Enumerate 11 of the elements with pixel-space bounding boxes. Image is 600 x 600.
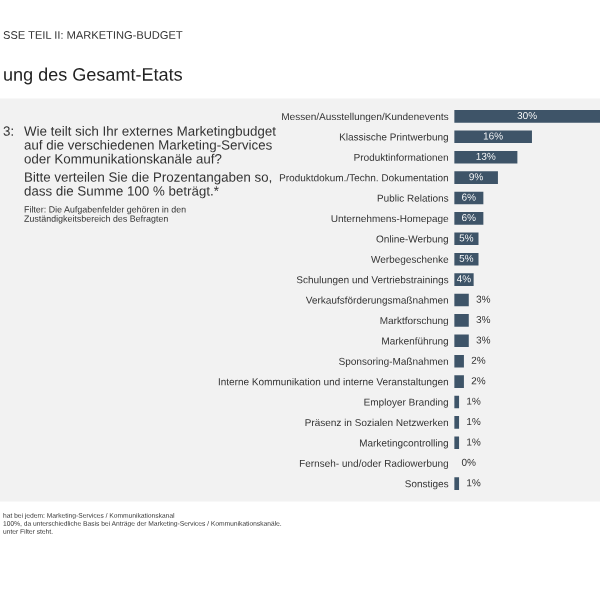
bar	[454, 130, 532, 144]
bar	[454, 375, 464, 388]
bar	[454, 150, 518, 164]
text: ung des Gesamt-Etats	[4, 67, 182, 85]
bar	[454, 171, 498, 184]
bar	[454, 334, 469, 348]
bar	[454, 212, 484, 225]
bar	[454, 314, 469, 327]
bar	[454, 110, 600, 123]
bar	[454, 293, 469, 307]
bar	[454, 354, 464, 368]
